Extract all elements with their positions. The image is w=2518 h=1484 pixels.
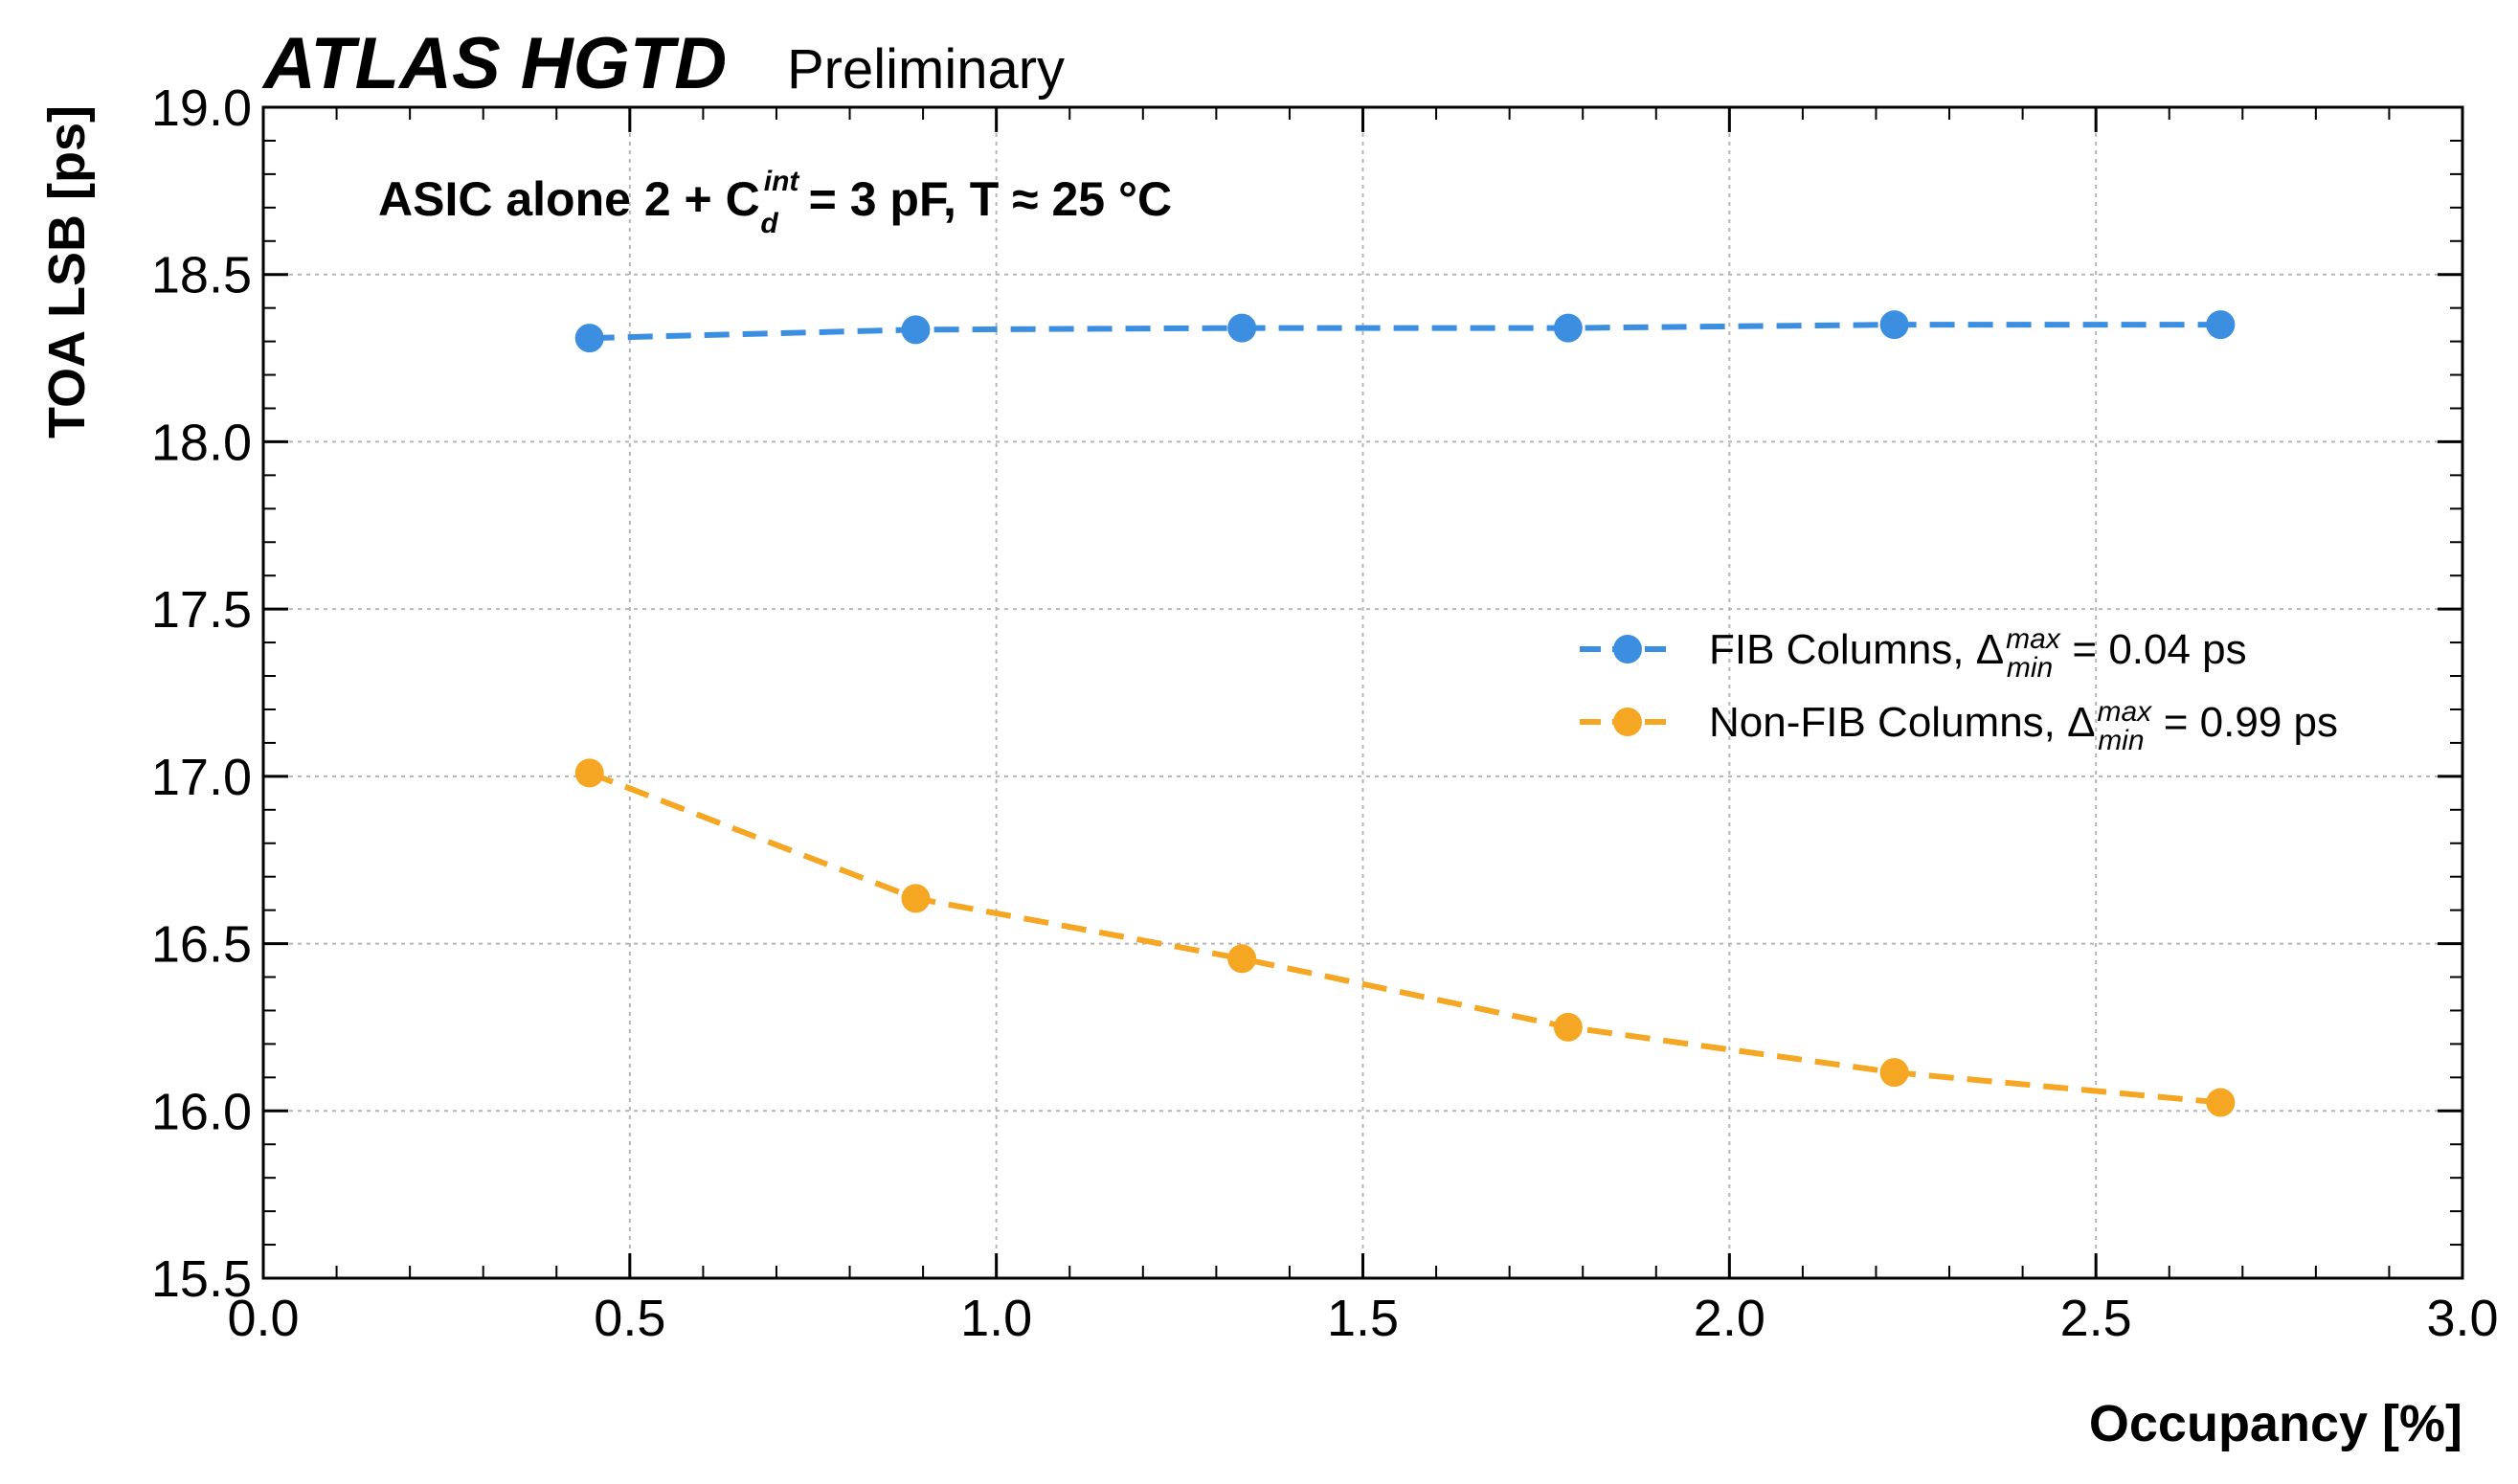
y-tick-label: 16.5 [151,916,252,974]
y-tick-label: 18.5 [151,247,252,304]
fib-columns-point [1227,313,1257,343]
x-tick-label: 0.5 [594,1290,665,1347]
fib-columns-point [1553,313,1583,343]
annotation-prefix: ASIC alone 2 + C [378,172,760,226]
fib-columns-point [574,324,604,353]
y-tick-label: 17.5 [151,581,252,639]
x-axis-title: Occupancy [%] [2089,1395,2462,1452]
non-fib-columns-point [574,758,604,788]
non-fib-columns-series-line [588,770,2221,1106]
x-tick-label: 3.0 [2426,1290,2498,1347]
x-tick-label: 2.0 [1694,1290,1765,1347]
annotation-sub: d [760,208,778,239]
fib-columns-series-line [589,322,2221,342]
fib-columns-point [1879,310,1909,340]
non-fib-columns-point [1227,944,1257,974]
legend: FIB Columns, Δmax min = 0.04 ps Non-FIB Co… [1580,623,2338,756]
fib-columns-legend-marker [1613,635,1642,663]
non-fib-columns-legend-marker [1613,708,1642,736]
experiment-label: ATLAS HGTD [261,23,727,104]
plot-frame [261,105,2464,1280]
fib-columns-point [901,315,931,345]
non-fib-columns-legend-label: Non-FIB Columns, Δmax min = 0.99 ps [1709,696,2338,756]
y-tick-label: 16.0 [151,1083,252,1140]
y-tick-label: 17.0 [151,749,252,806]
status-label: Preliminary [787,38,1065,101]
fib-columns-point [2206,310,2236,340]
non-fib-columns-point [1879,1058,1909,1088]
tick-labels: 0.0 0.5 1.0 1.5 2.0 2.5 3.0 15.5 16.0 16.5 17.0 17.… [151,79,2499,1347]
y-axis-title: TOA LSB [ps] [38,105,96,438]
non-fib-columns-point [1553,1012,1583,1042]
non-fib-columns-point [901,884,931,913]
non-fib-columns-point [2206,1088,2236,1117]
y-tick-label: 19.0 [151,79,252,137]
series-layer [574,310,2236,1117]
annotation-suffix: = 3 pF, T ≈ 25 °C [796,172,1172,226]
annotation-sup: int [764,166,801,197]
grid [263,107,2462,1278]
x-tick-label: 1.5 [1327,1290,1399,1347]
x-tick-label: 1.0 [960,1290,1032,1347]
x-tick-label: 2.5 [2060,1290,2132,1347]
fib-columns-legend-label: FIB Columns, Δmax min = 0.04 ps [1709,623,2247,684]
x-tick-label: 0.0 [227,1290,299,1347]
y-tick-label: 18.0 [151,414,252,471]
y-tick-label: 15.5 [151,1250,252,1308]
